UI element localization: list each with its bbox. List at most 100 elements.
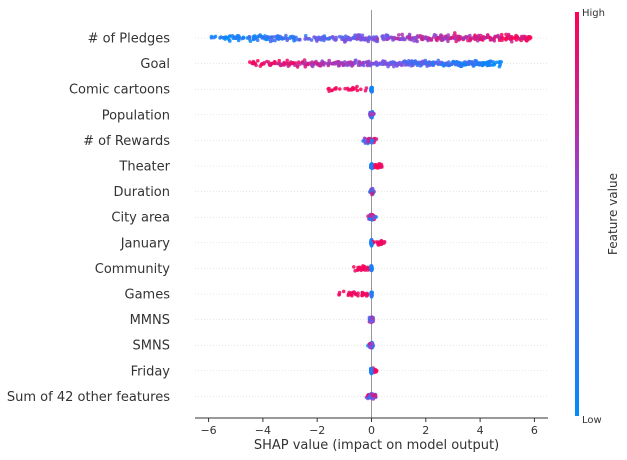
colorbar-title: Feature value xyxy=(606,173,620,255)
data-point xyxy=(369,62,374,66)
data-point xyxy=(519,34,524,39)
data-point xyxy=(346,61,350,66)
data-point xyxy=(501,36,505,40)
data-point xyxy=(415,63,420,67)
data-point xyxy=(366,60,370,64)
feature-label: Population xyxy=(102,108,170,123)
data-point xyxy=(395,36,400,41)
data-point xyxy=(465,61,470,65)
data-point xyxy=(295,65,300,69)
data-point xyxy=(291,61,296,65)
data-point xyxy=(228,39,232,43)
data-point xyxy=(370,138,375,143)
data-point xyxy=(240,36,244,41)
data-point xyxy=(278,34,283,39)
x-tick-label: 0 xyxy=(368,424,375,437)
data-point xyxy=(370,87,374,91)
data-point xyxy=(367,394,372,398)
data-point xyxy=(436,36,440,40)
data-point xyxy=(392,60,397,65)
data-point xyxy=(341,63,346,67)
feature-label: January xyxy=(120,236,171,251)
data-point xyxy=(386,64,390,69)
data-point xyxy=(350,62,354,66)
data-point xyxy=(475,36,480,40)
data-point xyxy=(415,39,420,44)
data-point xyxy=(354,58,358,63)
x-tick-label: 6 xyxy=(531,424,538,437)
data-point xyxy=(439,34,443,38)
data-point xyxy=(468,33,472,38)
data-point xyxy=(470,60,475,64)
data-point xyxy=(464,34,468,39)
data-point xyxy=(364,86,369,90)
data-point xyxy=(272,60,277,64)
data-point xyxy=(228,34,232,38)
feature-label: MMNS xyxy=(130,313,170,328)
data-point xyxy=(356,268,360,272)
data-point xyxy=(369,240,374,245)
data-point xyxy=(371,188,375,192)
data-point xyxy=(319,62,323,66)
data-point xyxy=(402,37,407,41)
data-point xyxy=(348,88,353,92)
data-point xyxy=(361,60,365,65)
data-point xyxy=(484,61,488,65)
data-point xyxy=(510,39,514,44)
data-point xyxy=(326,87,331,91)
data-point xyxy=(341,35,345,40)
data-point xyxy=(362,292,366,297)
data-point xyxy=(294,35,298,40)
data-point xyxy=(247,35,251,40)
data-point xyxy=(366,136,371,141)
data-point xyxy=(407,32,412,37)
data-point xyxy=(365,265,370,270)
data-point xyxy=(371,394,375,398)
data-point xyxy=(382,240,387,244)
data-point xyxy=(328,36,332,40)
data-point xyxy=(337,292,341,297)
data-point xyxy=(288,35,293,39)
feature-label: Theater xyxy=(118,160,170,175)
data-point xyxy=(212,35,216,40)
data-point xyxy=(525,37,530,42)
data-point xyxy=(375,166,380,170)
data-point xyxy=(370,165,374,169)
data-point xyxy=(374,240,379,244)
data-point xyxy=(308,61,312,65)
data-point xyxy=(219,35,223,39)
data-point xyxy=(322,34,327,38)
data-points xyxy=(209,31,533,401)
data-point xyxy=(371,344,375,349)
data-point xyxy=(377,163,382,167)
data-point xyxy=(248,60,252,64)
data-point xyxy=(514,38,519,42)
data-point xyxy=(359,87,363,92)
data-point xyxy=(353,269,357,273)
data-point xyxy=(472,36,477,40)
feature-label: City area xyxy=(111,211,170,226)
data-point xyxy=(441,36,445,41)
data-point xyxy=(236,38,241,43)
x-tick-label: −6 xyxy=(200,424,216,437)
data-point xyxy=(237,35,242,40)
data-point xyxy=(342,60,347,64)
data-point xyxy=(331,35,335,39)
data-point xyxy=(416,35,421,39)
row-gridlines xyxy=(195,37,548,397)
data-point xyxy=(459,61,463,65)
data-point xyxy=(267,62,272,67)
data-point xyxy=(446,62,450,66)
x-tick-label: 2 xyxy=(422,424,429,437)
colorbar xyxy=(575,12,579,416)
data-point xyxy=(332,87,337,91)
feature-label: Goal xyxy=(140,57,170,72)
data-point xyxy=(285,58,290,63)
data-point xyxy=(473,60,478,65)
data-point xyxy=(366,396,370,401)
data-point xyxy=(256,34,261,39)
data-point xyxy=(357,59,362,64)
data-point xyxy=(478,61,482,65)
data-point xyxy=(375,36,380,41)
